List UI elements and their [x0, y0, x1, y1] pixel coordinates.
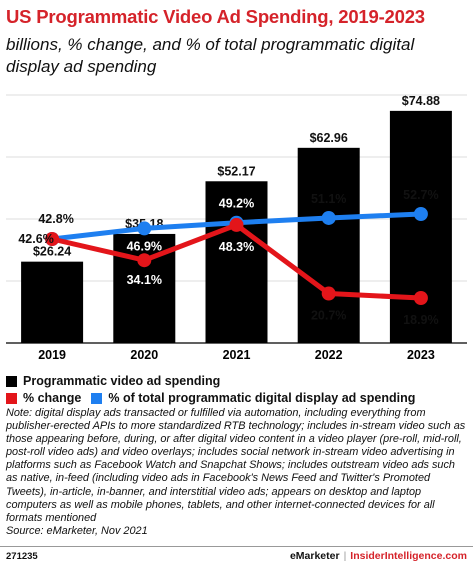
- point-change-2022: [321, 286, 336, 301]
- change-label-2023: 18.9%: [403, 313, 438, 327]
- legend-swatch-share: [91, 392, 103, 404]
- legend-item-spending: Programmatic video ad spending: [6, 374, 220, 388]
- bar-value-label-2021: $52.17: [217, 164, 255, 178]
- x-tick-label-2020: 2020: [130, 348, 158, 362]
- footer-brand-name: eMarketer: [289, 550, 340, 562]
- bar-value-label-2019: $26.24: [33, 245, 71, 259]
- share-label-2020: 46.9%: [127, 239, 162, 253]
- footer-chart-id: 271235: [6, 551, 38, 562]
- footer-separator: |: [343, 550, 347, 562]
- bar-value-label-2023: $74.88: [402, 94, 440, 108]
- source-text: Source: eMarketer, Nov 2021: [6, 524, 148, 537]
- legend-item-change: % change: [6, 391, 81, 405]
- chart-note: Note: digital display ads transacted or …: [6, 407, 468, 538]
- point-share-2020: [137, 221, 152, 236]
- legend-item-share: % of total programmatic digital display …: [91, 391, 415, 405]
- note-text: Note: digital display ads transacted or …: [6, 407, 466, 524]
- legend-label-spending: Programmatic video ad spending: [23, 374, 221, 388]
- point-change-2021: [229, 217, 244, 232]
- share-label-2023: 52.7%: [403, 188, 438, 202]
- footer-site: InsiderIntelligence.com: [350, 550, 467, 562]
- change-label-2020: 34.1%: [127, 273, 162, 287]
- legend-label-change: % change: [23, 391, 82, 405]
- point-share-2022: [321, 210, 336, 225]
- legend-row-2: % change % of total programmatic digital…: [6, 391, 425, 405]
- change-label-2022: 20.7%: [311, 309, 346, 323]
- bar-2019: [21, 261, 84, 343]
- legend-label-share: % of total programmatic digital display …: [108, 391, 416, 405]
- point-change-2020: [137, 253, 152, 268]
- legend-swatch-change: [6, 392, 17, 404]
- x-tick-label-2023: 2023: [407, 348, 435, 362]
- chart-subtitle: billions, % change, and % of total progr…: [6, 35, 415, 76]
- change-label-2021: 48.3%: [219, 240, 254, 254]
- legend-row-1: Programmatic video ad spending: [6, 374, 230, 388]
- change-label-2019: 42.6%: [18, 232, 53, 246]
- x-tick-label-2019: 2019: [38, 348, 66, 362]
- bar-2021: [205, 181, 268, 343]
- share-label-2019: 42.8%: [38, 212, 73, 226]
- point-share-2023: [413, 207, 428, 221]
- bar-2023: [389, 110, 452, 343]
- legend-swatch-spending: [6, 375, 17, 387]
- footer-divider: [0, 546, 473, 547]
- footer-brand: eMarketer | InsiderIntelligence.com: [290, 550, 467, 562]
- point-change-2023: [413, 291, 428, 305]
- chart-title: US Programmatic Video Ad Spending, 2019-…: [6, 6, 425, 27]
- chart-plot: 20192020202120222023$26.24$35.18$52.17$6…: [6, 94, 467, 362]
- share-label-2022: 51.1%: [311, 192, 346, 206]
- share-label-2021: 49.2%: [219, 197, 254, 211]
- x-tick-label-2021: 2021: [223, 348, 251, 362]
- x-tick-label-2022: 2022: [315, 348, 343, 362]
- bar-2022: [297, 147, 360, 343]
- point-change-2019: [45, 232, 60, 246]
- bar-value-label-2022: $62.96: [310, 131, 348, 145]
